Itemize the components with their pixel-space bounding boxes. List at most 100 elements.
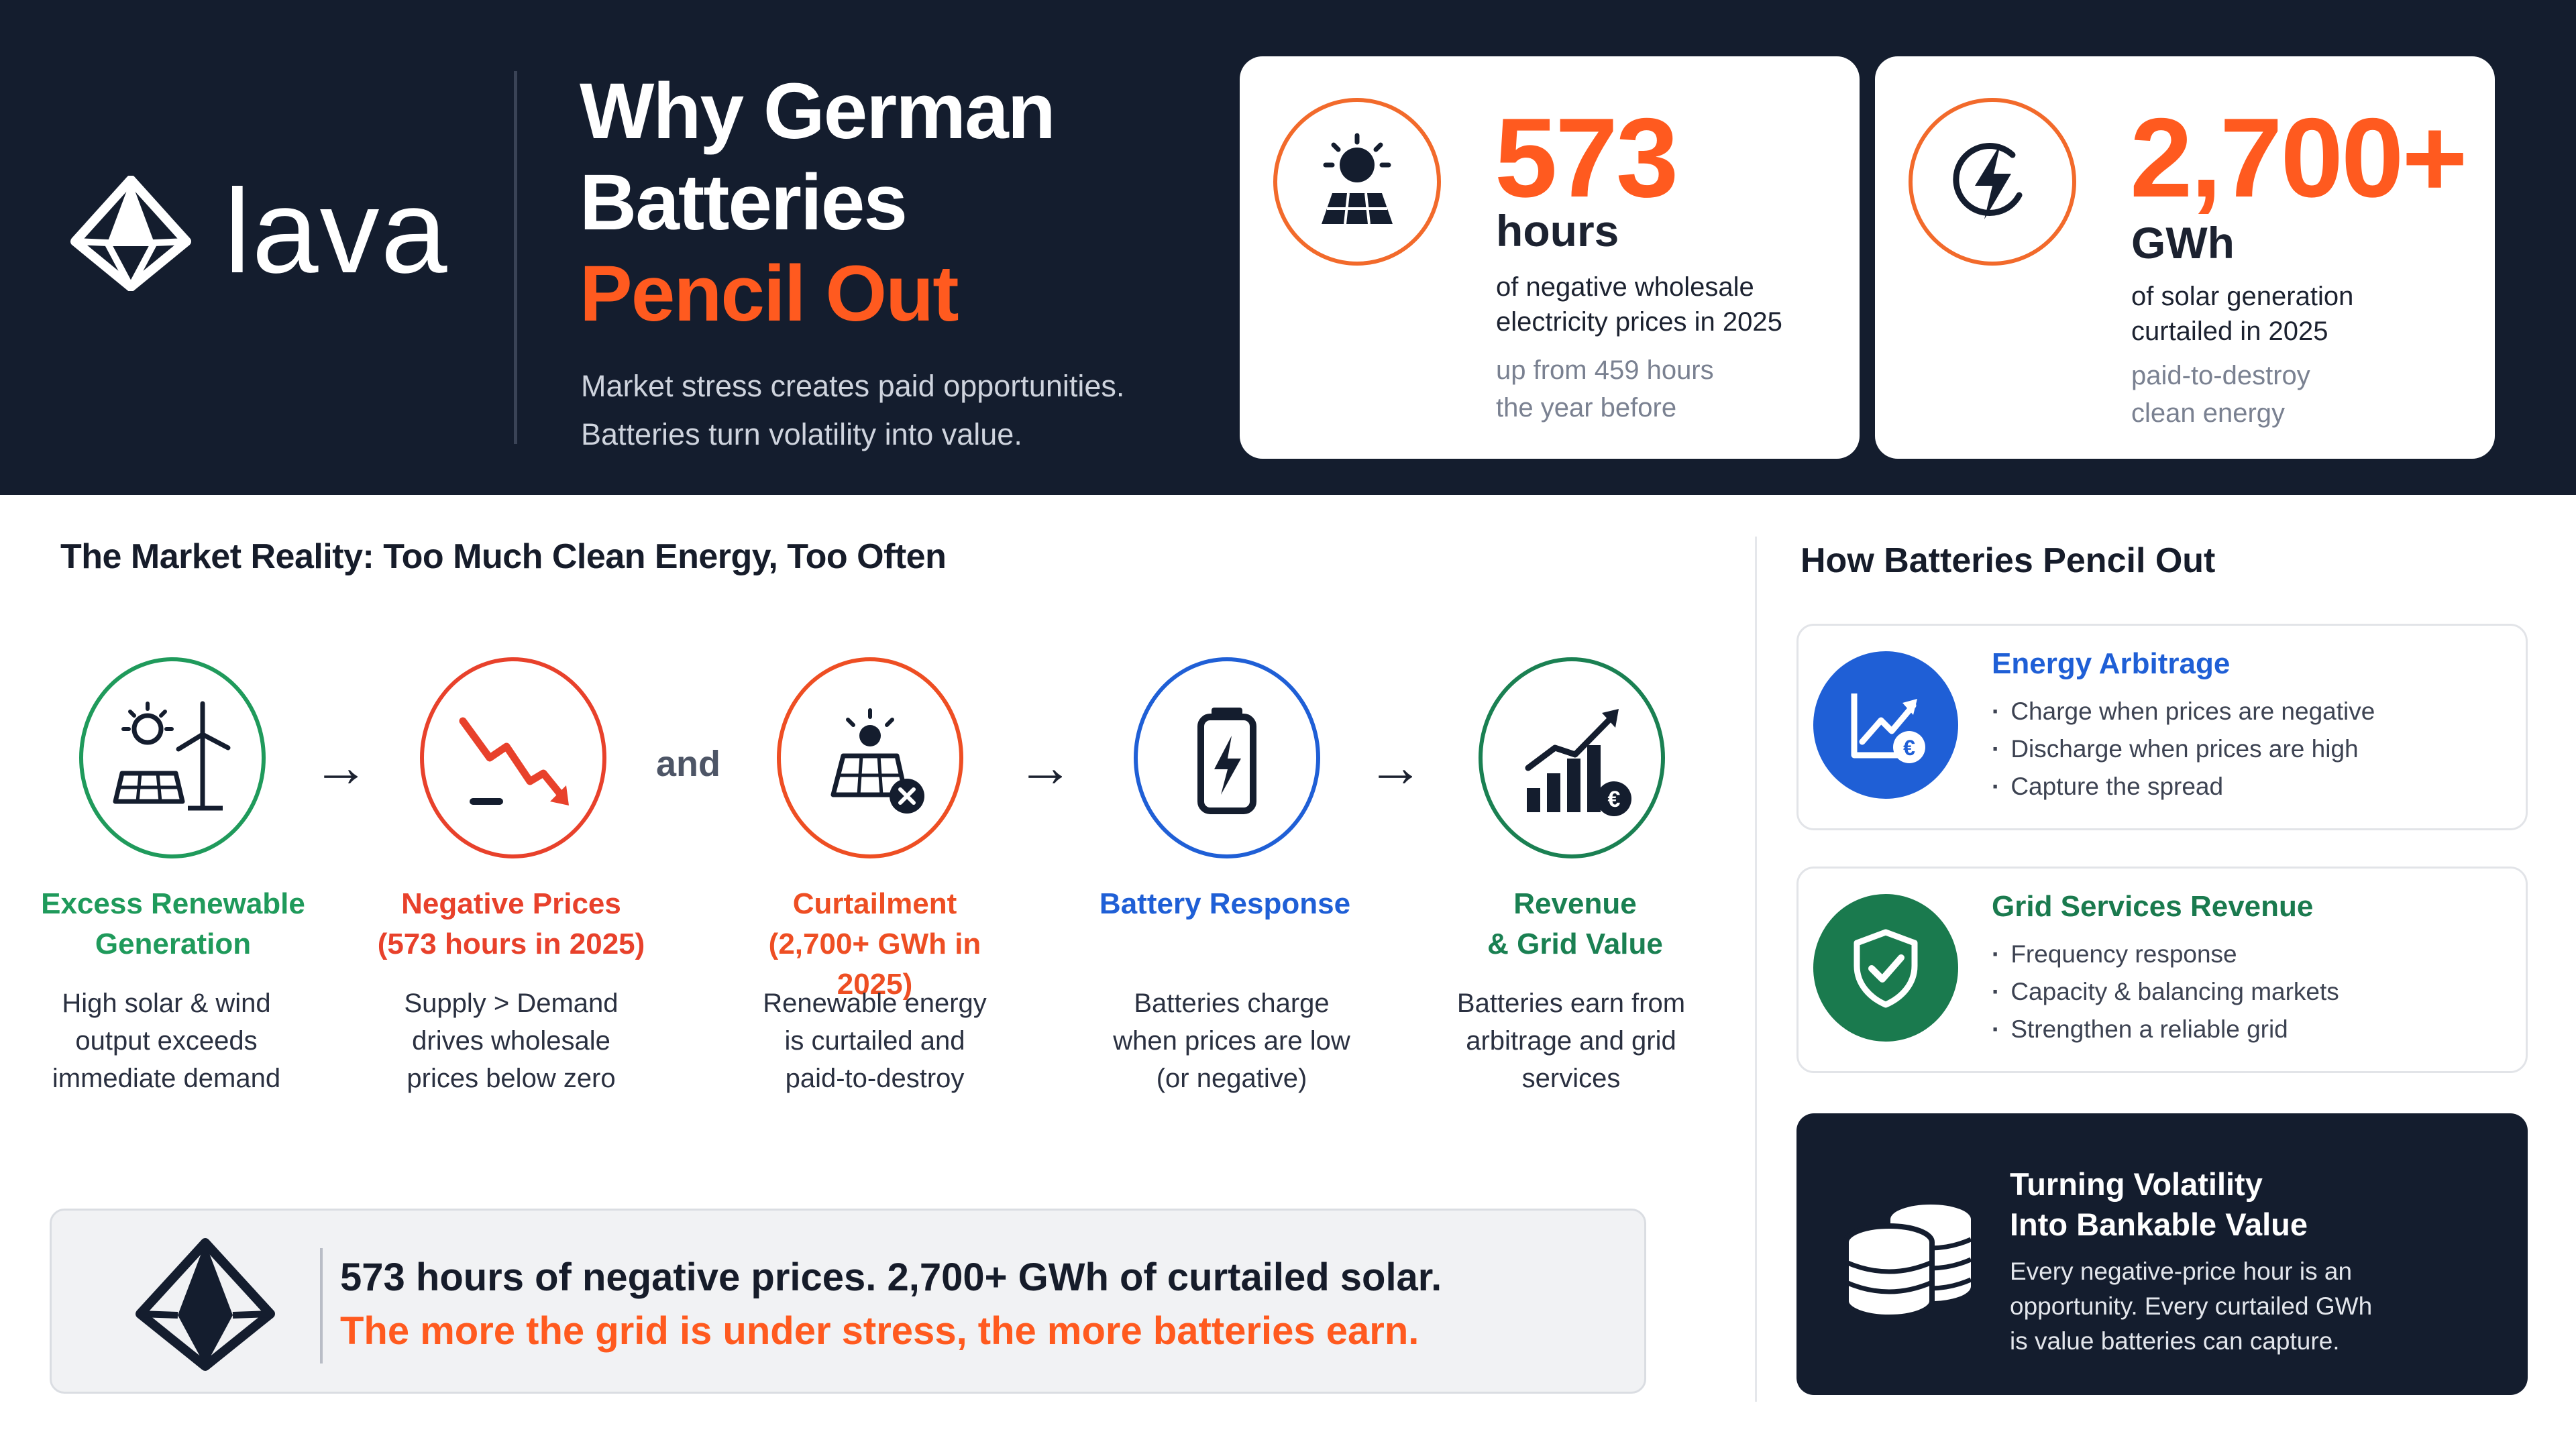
step-desc-line: arbitrage and grid [1466,1026,1676,1056]
stat-value: 2,700+ [2130,95,2468,221]
flow-connector-and: and [656,744,721,784]
stat-note-line: the year before [1496,393,1677,423]
list-item: Capture the spread [1992,768,2375,805]
step-desc-line: Supply > Demand [404,989,619,1018]
stat-note: paid-to-destroy clean energy [2131,357,2480,432]
card-bankable-value: Turning Volatility Into Bankable Value E… [1796,1113,2528,1395]
step-label-line: Negative Prices [401,887,621,920]
flow-arrow: → [1017,735,1073,798]
dark-desc-line: is value batteries can capture. [2010,1327,2340,1355]
section-title-pencil-out: How Batteries Pencil Out [1801,541,2216,580]
lava-logo-icon [136,1238,275,1371]
card-title: Grid Services Revenue [1992,890,2314,923]
stat-card-curtailed-gwh: 2,700+ GWh of solar generation curtailed… [1875,56,2495,459]
card-title: Energy Arbitrage [1992,647,2231,680]
step-desc-line: is curtailed and [784,1026,965,1056]
card-grid-services: Grid Services Revenue Frequency response… [1796,867,2528,1073]
step-desc-line: paid-to-destroy [785,1064,965,1093]
page-title: Why German Batteries Pencil Out [580,66,1183,339]
flow-arrow: → [1367,735,1424,798]
step-label-line: Generation [95,928,252,960]
dark-title-line: Into Bankable Value [2010,1207,2308,1242]
step-desc-line: Batteries charge [1134,989,1330,1018]
step-desc-line: services [1521,1064,1621,1093]
title-accent: Pencil Out [580,249,959,338]
list-item: Frequency response [1992,936,2339,973]
price-drop-icon [420,657,606,858]
dark-card-title: Turning Volatility Into Bankable Value [2010,1164,2493,1245]
stat-description: of negative wholesale electricity prices… [1496,270,1845,339]
flow-arrow: → [313,735,369,798]
dark-desc-line: Every negative-price hour is an [2010,1258,2353,1285]
list-item: Strengthen a reliable grid [1992,1011,2339,1048]
stat-unit: hours [1496,206,1619,256]
step-label-battery-response: Battery Response [1099,887,1351,920]
stat-card-negative-hours: 573 hours of negative wholesale electric… [1240,56,1860,459]
header-divider [514,71,517,444]
stat-note: up from 459 hours the year before [1496,351,1845,427]
summary-callout: 573 hours of negative prices. 2,700+ GWh… [50,1209,1646,1394]
step-desc-negative-prices: Supply > Demand drives wholesale prices … [364,985,659,1097]
list-item: Charge when prices are negative [1992,693,2375,730]
step-desc-line: (or negative) [1156,1064,1307,1093]
dark-desc-line: opportunity. Every curtailed GWh [2010,1292,2373,1320]
stat-value: 573 [1495,95,1678,221]
shield-check-icon [1813,894,1958,1042]
subtitle-line-2: Batteries turn volatility into value. [581,417,1022,451]
stat-note-line: clean energy [2131,398,2286,428]
summary-highlight: The more the grid is under stress, the m… [340,1309,1419,1353]
stat-desc-line: curtailed in 2025 [2131,317,2328,346]
dark-title-line: Turning Volatility [2010,1166,2263,1202]
list-item: Capacity & balancing markets [1992,973,2339,1011]
step-desc-line: High solar & wind [62,989,271,1018]
solar-sun-icon [1273,98,1441,266]
step-label-line: (573 hours in 2025) [377,928,645,960]
step-label-line: Revenue [1513,887,1637,920]
stat-note-line: up from 459 hours [1496,355,1714,385]
battery-icon [1134,657,1320,858]
summary-divider [320,1248,323,1363]
step-desc-line: immediate demand [52,1064,281,1093]
title-line-2: Batteries [580,158,908,247]
section-divider [1755,537,1757,1402]
step-label-line: Curtailment [792,887,957,920]
step-desc-battery-response: Batteries charge when prices are low (or… [1084,985,1379,1097]
step-desc-excess-renewable: High solar & wind output exceeds immedia… [19,985,314,1097]
step-label-excess-renewable: Excess Renewable Generation [25,884,321,964]
lava-logo-icon [70,176,191,291]
card-energy-arbitrage: € Energy Arbitrage Charge when prices ar… [1796,624,2528,830]
step-desc-line: Renewable energy [763,989,987,1018]
step-desc-line: output exceeds [75,1026,258,1056]
svg-text:€: € [1608,787,1621,812]
step-label-line: Excess Renewable [41,887,305,920]
title-line-1: Why German [580,67,1056,156]
svg-text:€: € [1903,736,1915,760]
coins-icon [1843,1205,1972,1320]
header-banner: lava Why German Batteries Pencil Out Mar… [0,0,2576,495]
list-item: Discharge when prices are high [1992,730,2375,768]
stat-unit: GWh [2131,218,2235,268]
euro-chart-icon: € [1813,651,1958,799]
step-desc-line: drives wholesale [412,1026,610,1056]
summary-text: 573 hours of negative prices. 2,700+ GWh… [340,1256,1442,1299]
step-label-revenue: Revenue & Grid Value [1428,884,1723,964]
step-desc-curtailment: Renewable energy is curtailed and paid-t… [727,985,1022,1097]
lightning-icon [1909,98,2076,266]
stat-description: of solar generation curtailed in 2025 [2131,279,2480,349]
revenue-chart-icon: € [1479,657,1665,858]
stat-note-line: paid-to-destroy [2131,361,2310,390]
step-label-curtailment: Curtailment (2,700+ GWh in 2025) [727,884,1022,1005]
step-label-negative-prices: Negative Prices (573 hours in 2025) [364,884,659,964]
stat-desc-line: of solar generation [2131,282,2354,311]
step-desc-revenue: Batteries earn from arbitrage and grid s… [1424,985,1719,1097]
stat-desc-line: electricity prices in 2025 [1496,307,1782,337]
page-subtitle: Market stress creates paid opportunities… [581,362,1185,459]
card-list: Charge when prices are negative Discharg… [1992,693,2375,805]
card-list: Frequency response Capacity & balancing … [1992,936,2339,1048]
solar-curtailed-icon [777,657,963,858]
step-label-line: & Grid Value [1487,928,1663,960]
subtitle-line-1: Market stress creates paid opportunities… [581,369,1125,403]
stat-desc-line: of negative wholesale [1496,272,1754,302]
dark-card-description: Every negative-price hour is an opportun… [2010,1254,2493,1359]
step-desc-line: when prices are low [1113,1026,1350,1056]
